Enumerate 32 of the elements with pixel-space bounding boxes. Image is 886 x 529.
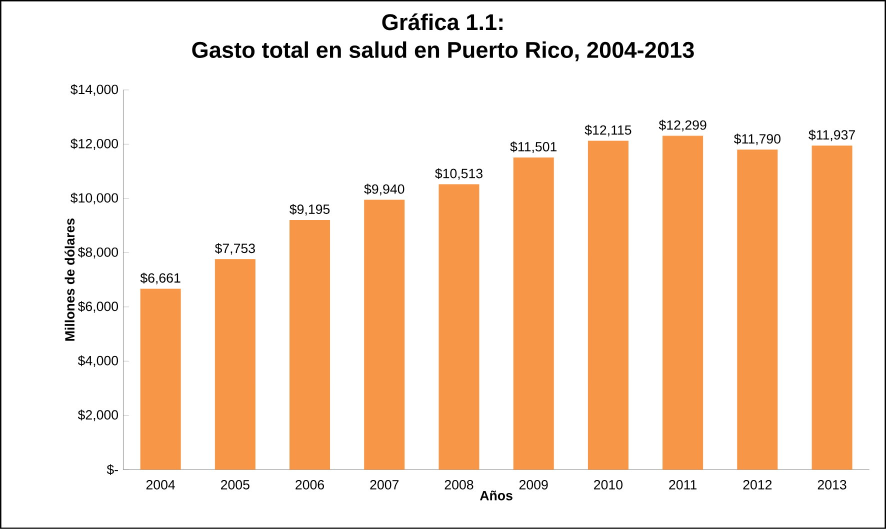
x-tick-label: 2013 (818, 480, 846, 490)
x-tick-label: 2009 (519, 480, 548, 490)
x-axis-title: Años (480, 490, 512, 500)
x-tick-label: 2006 (296, 480, 324, 490)
y-tick-label: $12,000 (70, 138, 118, 150)
data-label: $11,937 (808, 130, 855, 142)
data-label: $11,501 (510, 141, 557, 154)
y-tick-label: $6,000 (78, 301, 118, 313)
x-tick-label: 2008 (444, 480, 474, 490)
y-tick-label: $10,000 (70, 192, 118, 204)
data-label: $12,299 (658, 120, 706, 132)
data-label: $12,115 (584, 124, 632, 136)
chart-subtitle: Gasto total en salud en Puerto Rico, 2004-2013 (192, 41, 694, 62)
x-tick-label: 2012 (743, 480, 772, 490)
x-tick-label: 2007 (370, 480, 399, 490)
x-tick-label: 2010 (594, 480, 623, 490)
x-tick-label: 2004 (146, 480, 175, 490)
x-tick-label: 2011 (669, 480, 696, 490)
data-label: $6,661 (140, 272, 180, 284)
data-label: $9,195 (290, 204, 330, 216)
data-label: $10,513 (435, 168, 482, 180)
chart-title: Gráfica 1.1: (382, 13, 502, 30)
data-label: $11,790 (734, 134, 780, 146)
y-axis-title: Millones de dólares (64, 218, 75, 341)
data-label: $9,940 (364, 184, 404, 196)
y-tick-label: $14,000 (70, 84, 118, 96)
y-tick-label: $8,000 (78, 246, 118, 258)
y-tick-label: $2,000 (78, 410, 118, 422)
data-label: $7,753 (214, 243, 255, 255)
x-tick-label: 2005 (221, 480, 250, 490)
y-tick-label: $4,000 (78, 355, 118, 367)
y-tick-label: $- (106, 464, 118, 476)
